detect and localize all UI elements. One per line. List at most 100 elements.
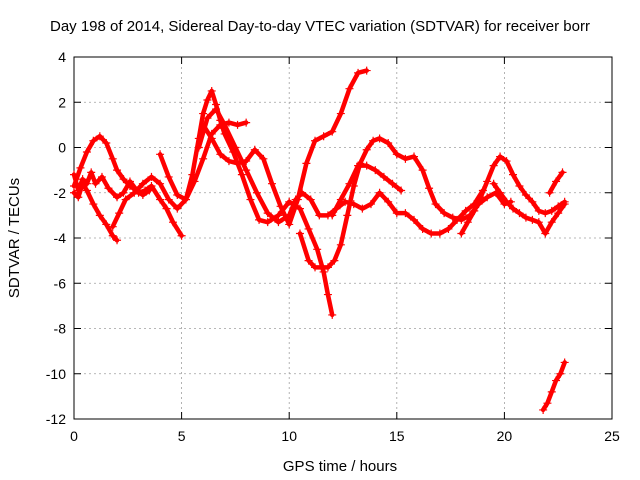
data-point-marker [448, 213, 457, 222]
data-point-marker [203, 114, 212, 123]
data-point-marker [276, 202, 285, 211]
data-point-marker [560, 200, 569, 209]
data-point-marker [323, 290, 332, 299]
data-point-marker [547, 206, 556, 215]
y-tick-label: 4 [58, 49, 66, 65]
data-point-marker [177, 231, 186, 240]
data-point-marker [97, 172, 106, 181]
data-point-marker [70, 188, 78, 197]
data-point-marker [188, 170, 197, 179]
data-point-marker [130, 188, 139, 197]
data-point-marker [476, 193, 485, 202]
data-point-marker [293, 195, 302, 204]
data-point-marker [410, 152, 419, 161]
data-point-marker [384, 138, 393, 147]
data-point-marker [242, 157, 251, 166]
series-track-3 [70, 179, 122, 245]
y-tick-label: -8 [54, 321, 67, 337]
data-point-marker [306, 195, 315, 204]
data-point-marker [87, 168, 96, 177]
data-point-marker [164, 172, 173, 181]
chart-title: Day 198 of 2014, Sidereal Day-to-day VTE… [50, 18, 590, 35]
x-tick-label: 25 [604, 428, 620, 444]
data-point-marker [242, 118, 251, 127]
data-point-marker [102, 138, 111, 147]
data-point-marker [203, 95, 212, 104]
data-point-marker [330, 256, 339, 265]
data-point-marker [431, 200, 440, 209]
data-point-marker [113, 236, 122, 245]
data-point-marker [250, 145, 259, 154]
data-point-marker [233, 159, 242, 168]
data-point-marker [113, 193, 122, 202]
data-point-marker [345, 84, 354, 93]
data-point-marker [552, 376, 561, 385]
data-point-marker [274, 211, 283, 220]
data-point-marker [547, 387, 556, 396]
data-point-marker [418, 166, 427, 175]
data-point-marker [113, 166, 122, 175]
data-point-marker [108, 154, 117, 163]
data-point-marker [534, 218, 543, 227]
data-point-marker [515, 181, 524, 190]
data-point-marker [560, 358, 569, 367]
x-tick-label: 20 [497, 428, 513, 444]
data-point-marker [539, 405, 548, 414]
data-point-marker [207, 86, 216, 95]
x-tick-label: 15 [389, 428, 405, 444]
series-track-10 [457, 152, 569, 238]
data-point-marker [255, 215, 264, 224]
y-tick-label: -12 [46, 411, 66, 427]
data-point-marker [220, 120, 229, 129]
data-point-marker [125, 181, 134, 190]
data-point-marker [274, 218, 283, 227]
data-point-marker [489, 179, 498, 188]
data-point-marker [496, 152, 505, 161]
data-point-marker [534, 206, 543, 215]
data-point-marker [194, 143, 203, 152]
data-point-marker [263, 209, 272, 218]
data-point-marker [267, 179, 276, 188]
data-point-marker [541, 209, 550, 218]
data-point-marker [521, 213, 530, 222]
data-point-marker [336, 240, 345, 249]
data-point-marker [108, 231, 117, 240]
data-point-marker [375, 134, 384, 143]
data-point-marker [483, 177, 492, 186]
data-point-marker [410, 215, 419, 224]
series-track-7 [199, 66, 371, 229]
y-tick-label: -4 [54, 230, 67, 246]
series-track-12 [545, 168, 567, 197]
data-point-marker [259, 154, 268, 163]
data-point-marker [418, 224, 427, 233]
data-point-marker [470, 206, 479, 215]
data-point-marker [427, 229, 436, 238]
x-tick-label: 5 [178, 428, 186, 444]
data-point-marker [528, 215, 537, 224]
data-point-marker [392, 150, 401, 159]
data-point-marker [212, 105, 221, 114]
data-point-marker [207, 134, 216, 143]
data-point-marker [461, 206, 470, 215]
data-point-marker [336, 195, 345, 204]
series-group [70, 66, 569, 414]
data-point-marker [457, 229, 466, 238]
data-point-marker [156, 150, 165, 159]
data-point-marker [138, 191, 147, 200]
data-point-marker [509, 204, 518, 213]
data-point-marker [224, 118, 233, 127]
data-point-marker [328, 211, 337, 220]
data-point-marker [362, 161, 371, 170]
data-point-marker [263, 218, 272, 227]
data-point-marker [285, 197, 294, 206]
data-point-marker [315, 211, 324, 220]
data-point-marker [547, 218, 556, 227]
data-point-marker [543, 399, 552, 408]
data-point-marker [401, 209, 410, 218]
data-point-marker [91, 179, 100, 188]
data-point-marker [295, 204, 304, 213]
y-tick-label: 0 [58, 140, 66, 156]
data-point-marker [89, 200, 98, 209]
y-axis-label: SDTVAR / TECUs [6, 178, 23, 298]
data-point-marker [489, 161, 498, 170]
